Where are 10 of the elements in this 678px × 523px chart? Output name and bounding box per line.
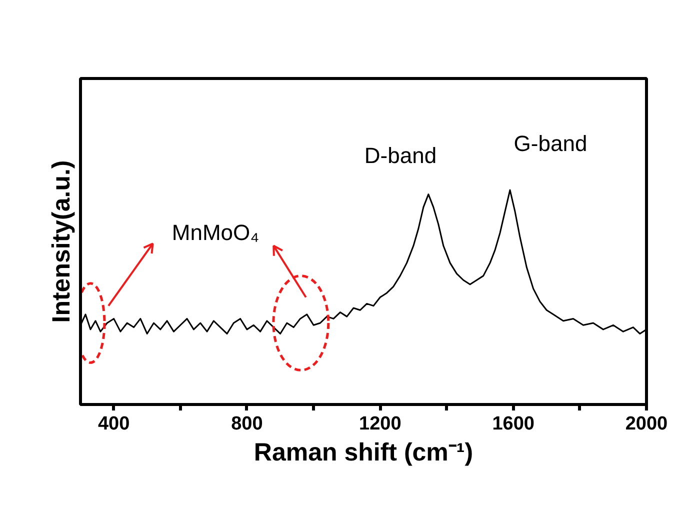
y-axis-title: Intensity(a.u.) [48,160,76,323]
x-tick-label: 1200 [359,414,402,434]
x-tick-label: 2000 [625,414,668,434]
x-tick-label: 1600 [492,414,534,434]
text: G-band [514,131,588,156]
annotation: MnMoO₄ [172,220,260,245]
x-axis-title: Raman shift (cm⁻¹) [254,438,474,466]
x-tick-label: 400 [98,414,130,434]
x-tick-label: 800 [231,414,263,434]
text: D-band [364,143,437,168]
